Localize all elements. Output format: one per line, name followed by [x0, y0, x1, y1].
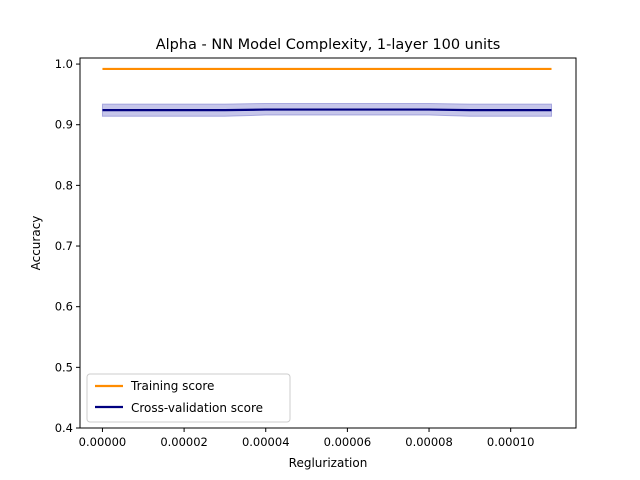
x-axis-ticks: 0.00000 0.00002 0.00004 0.00006 0.00008 0.000… — [79, 428, 535, 449]
y-tick-label: 0.5 — [55, 360, 73, 374]
plot-area — [101, 67, 553, 117]
y-tick-label: 1.0 — [55, 57, 73, 71]
x-tick-label: 0.00002 — [160, 435, 208, 449]
legend-label-training: Training score — [130, 379, 214, 393]
x-tick-label: 0.00010 — [487, 435, 535, 449]
y-tick-label: 0.6 — [55, 300, 73, 314]
y-tick-label: 0.4 — [55, 421, 73, 435]
y-tick-label: 0.9 — [55, 118, 73, 132]
y-axis-label: Accuracy — [29, 216, 43, 271]
cross-validation-score-line — [102, 108, 552, 112]
y-axis-ticks: 0.4 0.5 0.6 0.7 0.8 0.9 1.0 — [55, 57, 80, 435]
x-tick-label: 0.00006 — [324, 435, 372, 449]
legend-label-cross-validation: Cross-validation score — [131, 401, 263, 415]
legend: Training score Cross-validation score — [86, 373, 291, 423]
y-tick-label: 0.8 — [55, 178, 73, 192]
legend-box — [86, 373, 291, 423]
axes-frame — [79, 57, 577, 429]
x-axis-label: Reglurization — [289, 456, 368, 470]
x-tick-label: 0.00008 — [405, 435, 453, 449]
x-tick-label: 0.00004 — [242, 435, 290, 449]
y-tick-label: 0.7 — [55, 239, 73, 253]
x-tick-label: 0.00000 — [79, 435, 127, 449]
chart-title: Alpha - NN Model Complexity, 1-layer 100… — [156, 37, 501, 53]
